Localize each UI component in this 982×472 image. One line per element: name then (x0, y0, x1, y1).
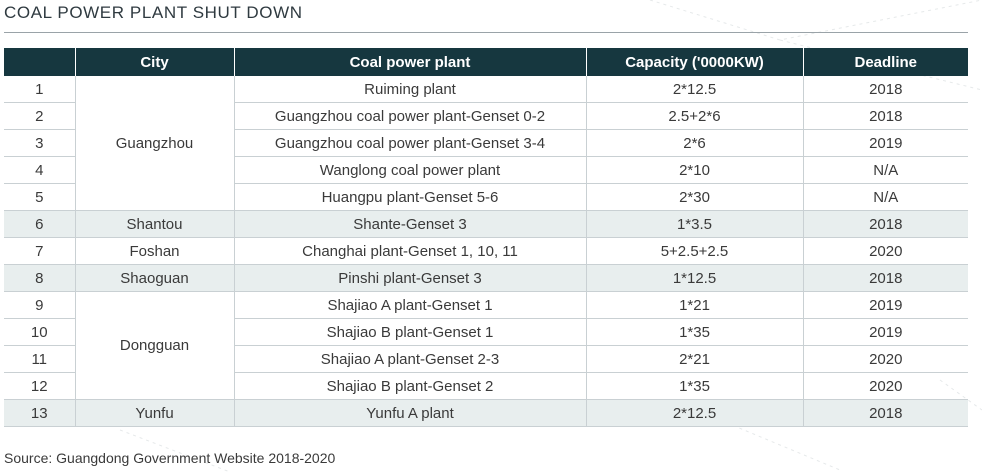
deadline-cell: 2018 (802, 102, 968, 130)
table-row: 11 Shajiao A plant-Genset 2-3 2*21 2020 (4, 345, 968, 373)
deadline-cell: 2020 (802, 237, 968, 265)
capacity-cell: 2*6 (585, 129, 803, 157)
deadline-cell: 2018 (802, 264, 968, 292)
row-number: 6 (4, 210, 75, 238)
table-row: 1 Guangzhou Ruiming plant 2*12.5 2018 (4, 76, 968, 211)
capacity-cell: 5+2.5+2.5 (585, 237, 803, 265)
deadline-cell: 2019 (802, 318, 968, 346)
table-row: 13 Yunfu Yunfu A plant 2*12.5 2018 (4, 399, 968, 427)
deadline-cell: 2019 (802, 291, 968, 319)
plant-cell: Guangzhou coal power plant-Genset 3-4 (233, 129, 586, 157)
capacity-cell: 2*12.5 (585, 399, 803, 427)
table-row: 2 Guangzhou coal power plant-Genset 0-2 … (4, 102, 968, 130)
page-title: COAL POWER PLANT SHUT DOWN (4, 3, 303, 22)
plant-cell: Shajiao A plant-Genset 1 (233, 291, 586, 319)
capacity-cell: 1*35 (585, 318, 803, 346)
row-number: 4 (4, 156, 75, 184)
column-header-number (4, 48, 75, 76)
row-number: 12 (4, 372, 75, 400)
column-header-deadline: Deadline (802, 48, 968, 76)
plant-cell: Wanglong coal power plant (233, 156, 586, 184)
capacity-cell: 1*12.5 (585, 264, 803, 292)
capacity-cell: 1*21 (585, 291, 803, 319)
deadline-cell: 2018 (802, 76, 968, 103)
row-number: 9 (4, 291, 75, 319)
plant-cell: Shante-Genset 3 (233, 210, 586, 238)
plant-cell: Ruiming plant (233, 76, 586, 103)
table-row: 3 Guangzhou coal power plant-Genset 3-4 … (4, 129, 968, 157)
plant-cell: Yunfu A plant (233, 399, 586, 427)
column-header-plant: Coal power plant (233, 48, 586, 76)
table-row: 7 Foshan Changhai plant-Genset 1, 10, 11… (4, 237, 968, 265)
plant-cell: Huangpu plant-Genset 5-6 (233, 183, 586, 211)
capacity-cell: 1*3.5 (585, 210, 803, 238)
plant-cell: Pinshi plant-Genset 3 (233, 264, 586, 292)
row-number: 8 (4, 264, 75, 292)
row-number: 11 (4, 345, 75, 373)
deadline-cell: 2018 (802, 399, 968, 427)
title-divider (4, 32, 968, 33)
deadline-cell: 2018 (802, 210, 968, 238)
city-cell: Guangzhou (74, 76, 234, 211)
city-cell: Foshan (74, 237, 234, 265)
city-cell: Yunfu (74, 399, 234, 427)
table-header-row: City Coal power plant Capacity ('0000KW)… (4, 48, 968, 76)
table-row: 4 Wanglong coal power plant 2*10 N/A (4, 156, 968, 184)
row-number: 7 (4, 237, 75, 265)
city-cell: Shaoguan (74, 264, 234, 292)
column-header-city: City (74, 48, 234, 76)
capacity-cell: 2*21 (585, 345, 803, 373)
capacity-cell: 1*35 (585, 372, 803, 400)
city-cell: Shantou (74, 210, 234, 238)
deadline-cell: N/A (802, 183, 968, 211)
row-number: 1 (4, 76, 75, 103)
capacity-cell: 2*12.5 (585, 76, 803, 103)
table-row: 5 Huangpu plant-Genset 5-6 2*30 N/A (4, 183, 968, 211)
coal-plant-table: City Coal power plant Capacity ('0000KW)… (4, 48, 968, 427)
column-header-capacity: Capacity ('0000KW) (585, 48, 803, 76)
source-note: Source: Guangdong Government Website 201… (4, 450, 336, 466)
table-row: 12 Shajiao B plant-Genset 2 1*35 2020 (4, 372, 968, 400)
table-row: 10 Shajiao B plant-Genset 1 1*35 2019 (4, 318, 968, 346)
deadline-cell: N/A (802, 156, 968, 184)
plant-cell: Guangzhou coal power plant-Genset 0-2 (233, 102, 586, 130)
table-row: 8 Shaoguan Pinshi plant-Genset 3 1*12.5 … (4, 264, 968, 292)
deadline-cell: 2020 (802, 372, 968, 400)
plant-cell: Shajiao A plant-Genset 2-3 (233, 345, 586, 373)
plant-cell: Shajiao B plant-Genset 2 (233, 372, 586, 400)
city-cell: Dongguan (74, 291, 234, 400)
row-number: 5 (4, 183, 75, 211)
deadline-cell: 2020 (802, 345, 968, 373)
deadline-cell: 2019 (802, 129, 968, 157)
table-row: 9 Dongguan Shajiao A plant-Genset 1 1*21… (4, 291, 968, 400)
capacity-cell: 2*10 (585, 156, 803, 184)
capacity-cell: 2*30 (585, 183, 803, 211)
row-number: 3 (4, 129, 75, 157)
row-number: 13 (4, 399, 75, 427)
plant-cell: Changhai plant-Genset 1, 10, 11 (233, 237, 586, 265)
table-row: 6 Shantou Shante-Genset 3 1*3.5 2018 (4, 210, 968, 238)
row-number: 10 (4, 318, 75, 346)
plant-cell: Shajiao B plant-Genset 1 (233, 318, 586, 346)
row-number: 2 (4, 102, 75, 130)
capacity-cell: 2.5+2*6 (585, 102, 803, 130)
